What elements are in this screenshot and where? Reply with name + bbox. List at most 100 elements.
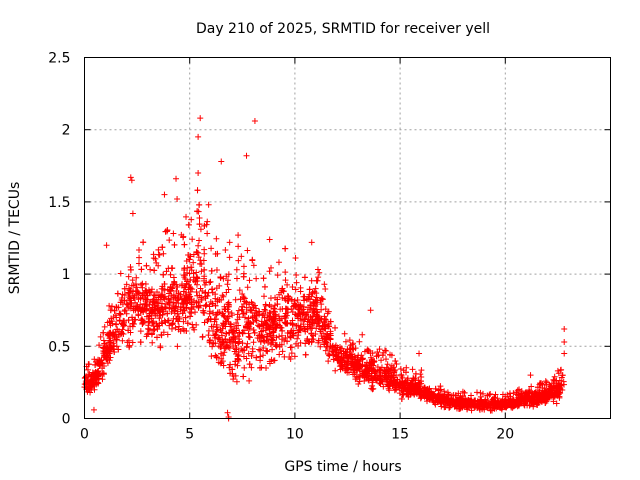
data-point: [423, 395, 430, 402]
data-point: [92, 369, 99, 376]
data-point: [126, 294, 133, 301]
data-point: [234, 333, 241, 340]
data-point: [121, 297, 128, 304]
data-point: [183, 328, 190, 335]
data-point: [291, 353, 298, 360]
data-point: [349, 341, 356, 348]
data-point: [126, 342, 133, 349]
data-point: [359, 355, 366, 362]
y-tick-label: 2.5: [48, 51, 70, 67]
data-point: [494, 400, 501, 407]
data-point: [321, 339, 328, 346]
y-axis-label: SRMTID / TECUs: [7, 182, 23, 295]
data-point: [195, 242, 202, 249]
data-point: [233, 275, 240, 282]
data-point: [272, 324, 279, 331]
data-point: [527, 372, 534, 379]
data-point: [322, 306, 329, 313]
data-point: [269, 336, 276, 343]
data-point: [410, 375, 417, 382]
data-point: [188, 216, 195, 223]
data-point: [159, 244, 166, 251]
data-point: [159, 283, 166, 290]
data-point: [301, 274, 308, 281]
data-point: [206, 310, 213, 317]
data-point: [241, 347, 248, 354]
data-point: [282, 277, 289, 284]
data-point: [315, 274, 322, 281]
data-point: [164, 310, 171, 317]
data-point: [100, 370, 107, 377]
data-point: [201, 319, 208, 326]
data-point: [127, 295, 134, 302]
data-point: [132, 316, 139, 323]
data-point: [253, 317, 260, 324]
data-point: [335, 349, 342, 356]
data-point: [175, 290, 182, 297]
data-point: [223, 339, 230, 346]
data-point: [314, 320, 321, 327]
data-point: [136, 246, 143, 253]
data-point: [122, 306, 129, 313]
data-point: [387, 351, 394, 358]
data-point: [143, 296, 150, 303]
data-point: [293, 322, 300, 329]
data-point: [239, 330, 246, 337]
data-point: [305, 315, 312, 322]
data-point: [194, 208, 201, 215]
data-point: [279, 327, 286, 334]
data-point: [190, 259, 197, 266]
data-point: [182, 314, 189, 321]
data-point: [150, 296, 157, 303]
data-point: [132, 280, 139, 287]
data-point: [282, 245, 289, 252]
data-point: [88, 383, 95, 390]
data-point: [400, 392, 407, 399]
data-point: [223, 273, 230, 280]
data-point: [241, 314, 248, 321]
data-point: [356, 338, 363, 345]
data-point: [379, 378, 386, 385]
data-point: [267, 310, 274, 317]
data-point: [271, 308, 278, 315]
data-point: [229, 329, 236, 336]
data-point: [256, 323, 263, 330]
data-point: [396, 380, 403, 387]
data-point: [100, 329, 107, 336]
data-point: [322, 347, 329, 354]
data-point: [321, 281, 328, 288]
data-point: [340, 348, 347, 355]
data-point: [479, 390, 486, 397]
data-point: [139, 292, 146, 299]
data-point: [222, 306, 229, 313]
data-point: [205, 201, 212, 208]
data-point: [147, 266, 154, 273]
data-point: [248, 352, 255, 359]
data-point: [298, 317, 305, 324]
data-point: [149, 339, 156, 346]
data-point: [287, 334, 294, 341]
data-point: [101, 340, 108, 347]
data-point: [561, 325, 568, 332]
data-point: [451, 403, 458, 410]
data-point: [181, 284, 188, 291]
data-point: [156, 315, 163, 322]
data-point: [341, 330, 348, 337]
data-point: [270, 314, 277, 321]
data-point: [188, 264, 195, 271]
data-point: [228, 310, 235, 317]
data-point: [270, 306, 277, 313]
data-point: [387, 365, 394, 372]
data-point: [278, 324, 285, 331]
data-point: [107, 354, 114, 361]
data-point: [245, 315, 252, 322]
data-point: [350, 340, 357, 347]
data-point: [537, 397, 544, 404]
data-point: [221, 313, 228, 320]
data-point: [219, 322, 226, 329]
data-point: [323, 333, 330, 340]
data-point: [236, 287, 243, 294]
data-point: [103, 343, 110, 350]
data-point: [208, 267, 215, 274]
data-point: [561, 338, 568, 345]
